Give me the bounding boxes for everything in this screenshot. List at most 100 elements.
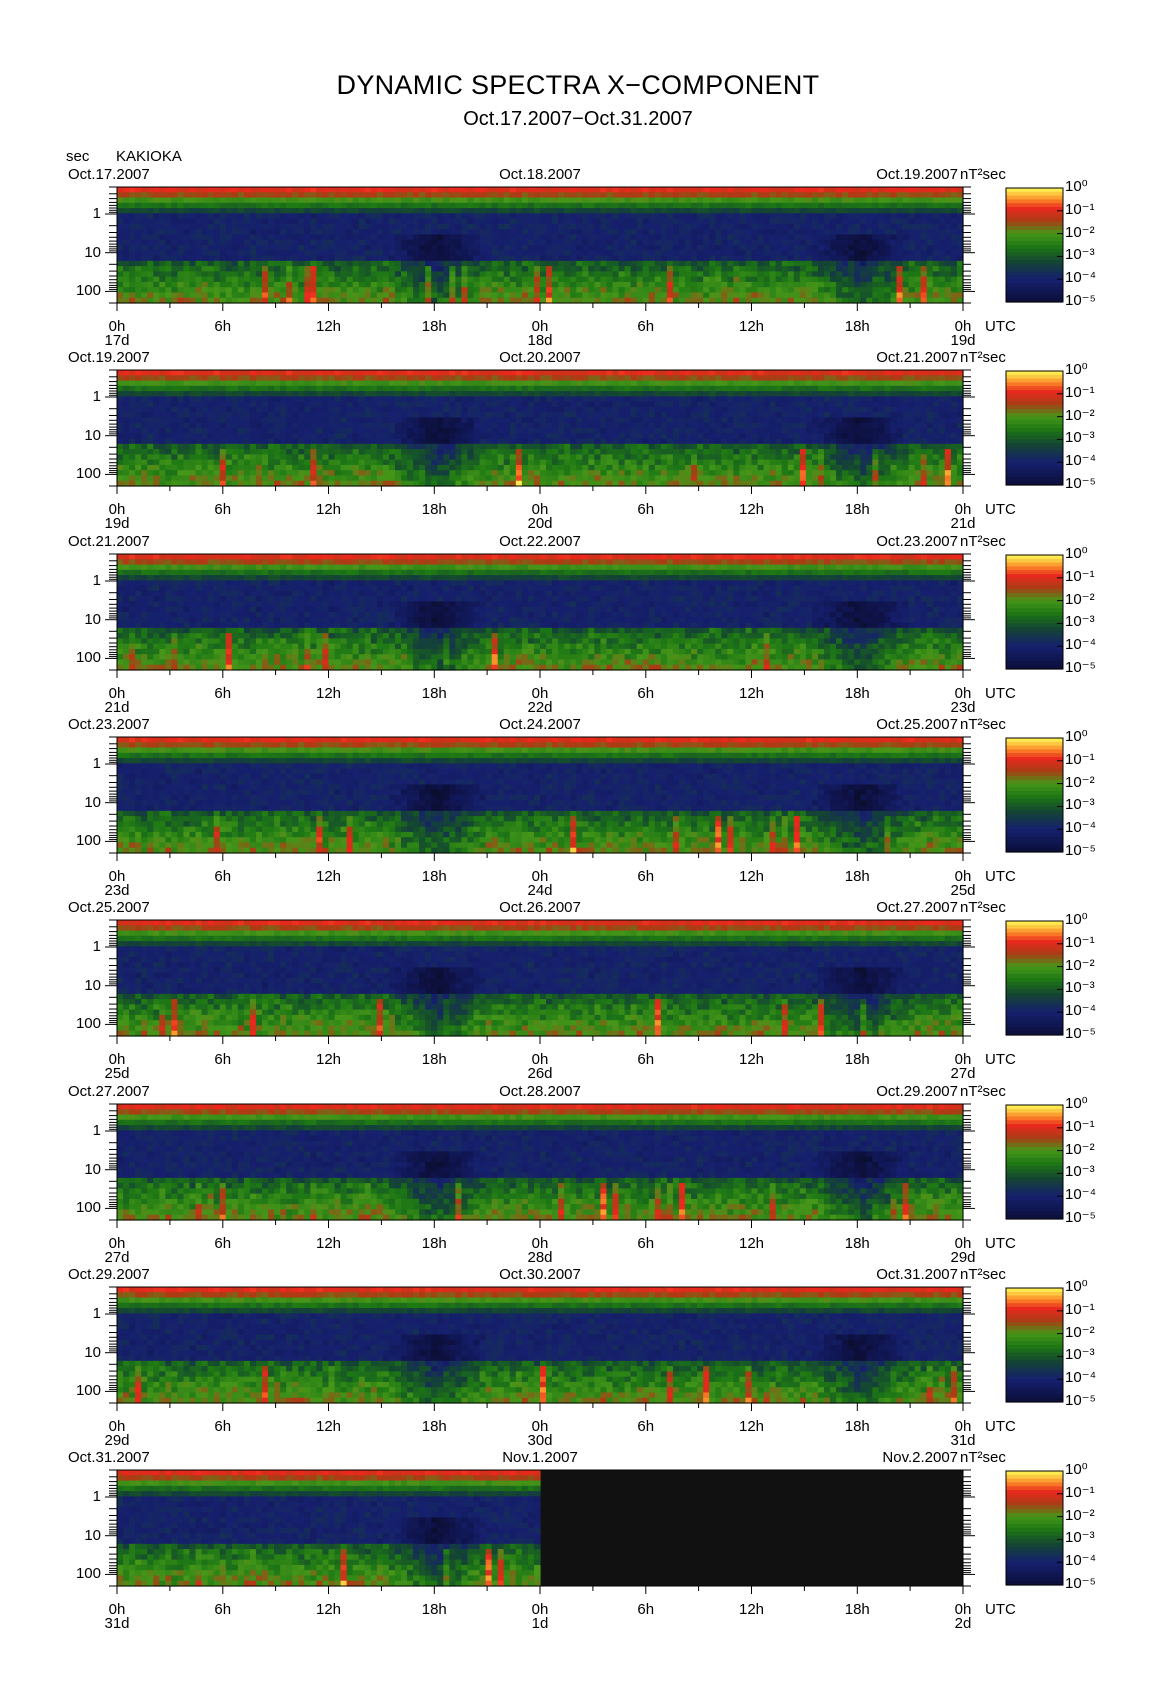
colorbar-band	[1006, 742, 1063, 746]
colorbar-band	[1006, 264, 1063, 268]
colorbar-band	[1006, 601, 1063, 605]
colorbar-band	[1006, 1135, 1063, 1139]
colorbar-band	[1006, 608, 1063, 612]
day-label: 25d	[104, 1066, 129, 1081]
x-tick-label: 18h	[422, 1236, 447, 1251]
colorbar-band	[1006, 1326, 1063, 1330]
colorbar-tick-label: 10⁻²	[1065, 1142, 1095, 1157]
colorbar-band	[1006, 458, 1063, 462]
colorbar-band	[1006, 1154, 1063, 1158]
colorbar-band	[1006, 1577, 1063, 1581]
colorbar-band	[1006, 1181, 1063, 1185]
colorbar-band	[1006, 1536, 1063, 1540]
colorbar-band	[1006, 597, 1063, 601]
colorbar-band	[1006, 253, 1063, 257]
colorbar-tick-label: 10⁻⁴	[1065, 270, 1096, 285]
colorbar-tick-label: 10⁻²	[1065, 1508, 1095, 1523]
colorbar-band	[1006, 593, 1063, 597]
colorbar-band	[1006, 1356, 1063, 1360]
colorbar-band	[1006, 447, 1063, 451]
colorbar-band	[1006, 661, 1063, 665]
colorbar-tick-label: 10⁻⁵	[1065, 1393, 1096, 1408]
colorbar-band	[1006, 646, 1063, 650]
colorbar-band	[1006, 982, 1063, 986]
colorbar-tick-label: 10⁻²	[1065, 958, 1095, 973]
y-tick-label: 1	[93, 389, 101, 404]
colorbar-band	[1006, 844, 1063, 848]
colorbar-band	[1006, 837, 1063, 841]
colorbar-band	[1006, 401, 1063, 405]
colorbar-tick-label: 10⁰	[1065, 1279, 1088, 1294]
x-tick-label: 12h	[739, 869, 764, 884]
colorbar-band	[1006, 772, 1063, 776]
x-tick-label: 18h	[422, 686, 447, 701]
colorbar-band	[1006, 589, 1063, 593]
utc-label: UTC	[985, 1236, 1016, 1251]
y-tick-label: 10	[84, 795, 101, 810]
y-tick-label: 100	[76, 1200, 101, 1215]
colorbar-band	[1006, 1105, 1063, 1109]
colorbar-band	[1006, 1509, 1063, 1513]
colorbar-tick-label: 10⁰	[1065, 912, 1088, 927]
colorbar-band	[1006, 1566, 1063, 1570]
colorbar-band	[1006, 1558, 1063, 1562]
colorbar-band	[1006, 1372, 1063, 1376]
colorbar-band	[1006, 1517, 1063, 1521]
utc-label: UTC	[985, 319, 1016, 334]
utc-label: UTC	[985, 686, 1016, 701]
colorbar-tick-label: 10⁻³	[1065, 1347, 1095, 1362]
colorbar-band	[1006, 959, 1063, 963]
colorbar-band	[1006, 222, 1063, 226]
colorbar-band	[1006, 379, 1063, 383]
colorbar-band	[1006, 555, 1063, 559]
colorbar-tick-label: 10⁻²	[1065, 408, 1095, 423]
colorbar-band	[1006, 963, 1063, 967]
colorbar-band	[1006, 1128, 1063, 1132]
colorbar-band	[1006, 787, 1063, 791]
colorbar-band	[1006, 1318, 1063, 1322]
colorbar-tick-label: 10⁻³	[1065, 980, 1095, 995]
colorbar-band	[1006, 1151, 1063, 1155]
panel-end-date: Oct.25.2007	[876, 717, 958, 732]
y-tick-label: 1	[93, 206, 101, 221]
colorbar-band	[1006, 563, 1063, 567]
y-tick-label: 100	[76, 1016, 101, 1031]
panel-mid-date: Oct.18.2007	[499, 167, 581, 182]
colorbar-band	[1006, 791, 1063, 795]
colorbar-band	[1006, 784, 1063, 788]
x-tick-label: 12h	[739, 1236, 764, 1251]
colorbar-band	[1006, 1528, 1063, 1532]
colorbar-band	[1006, 761, 1063, 765]
panel-start-date: Oct.27.2007	[68, 1084, 150, 1099]
day-label: 31d	[950, 1433, 975, 1448]
utc-label: UTC	[985, 869, 1016, 884]
colorbar-tick-label: 10⁻⁵	[1065, 1026, 1096, 1041]
colorbar-band	[1006, 466, 1063, 470]
colorbar-band	[1006, 1200, 1063, 1204]
colorbar-band	[1006, 1547, 1063, 1551]
colorbar-tick-label: 10⁰	[1065, 362, 1088, 377]
colorbar-band	[1006, 1471, 1063, 1475]
panel-end-date: Oct.31.2007	[876, 1267, 958, 1282]
colorbar-tick-label: 10⁻⁵	[1065, 476, 1096, 491]
colorbar-band	[1006, 1143, 1063, 1147]
colorbar-tick-label: 10⁻⁵	[1065, 843, 1096, 858]
x-tick-label: 6h	[637, 1602, 654, 1617]
y-tick-label: 10	[84, 978, 101, 993]
colorbar-tick-label: 10⁰	[1065, 546, 1088, 561]
x-tick-label: 12h	[739, 686, 764, 701]
colorbar-band	[1006, 1166, 1063, 1170]
colorbar-band	[1006, 428, 1063, 432]
y-tick-label: 100	[76, 283, 101, 298]
colorbar-band	[1006, 997, 1063, 1001]
colorbar-band	[1006, 1501, 1063, 1505]
colorbar-band	[1006, 477, 1063, 481]
colorbar-band	[1006, 1196, 1063, 1200]
colorbar-band	[1006, 803, 1063, 807]
colorbar-band	[1006, 1322, 1063, 1326]
x-tick-label: 18h	[422, 319, 447, 334]
colorbar-band	[1006, 986, 1063, 990]
colorbar-band	[1006, 432, 1063, 436]
colorbar-band	[1006, 753, 1063, 757]
colorbar-tick-label: 10⁻²	[1065, 592, 1095, 607]
